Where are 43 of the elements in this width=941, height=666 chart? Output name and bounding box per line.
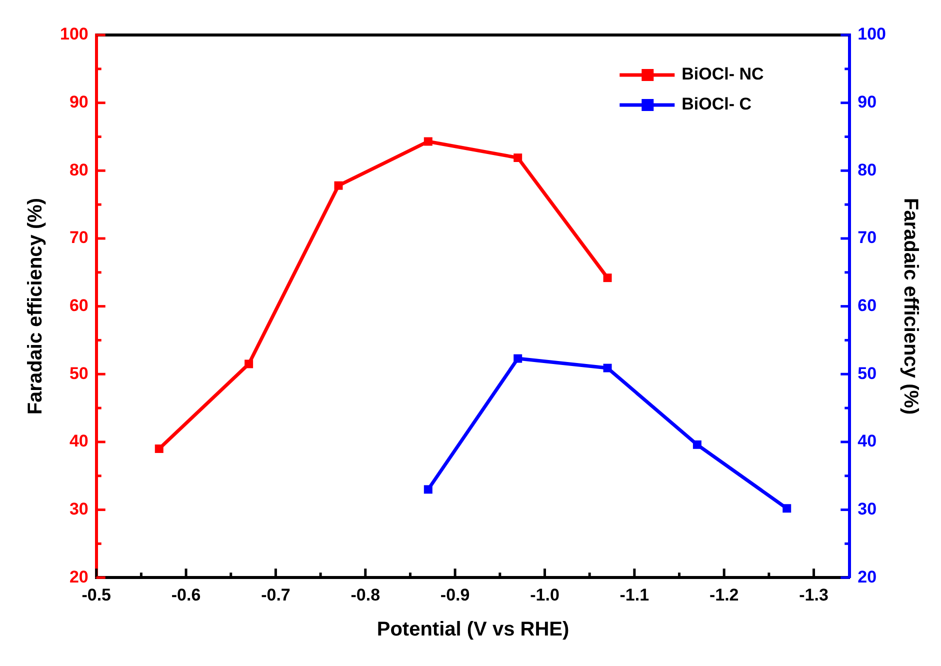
point xyxy=(424,485,432,494)
x-tick-label: -1.1 xyxy=(620,585,650,604)
legend-label: BiOCl- NC xyxy=(682,64,764,84)
point xyxy=(782,504,792,513)
point xyxy=(334,181,343,190)
y-tick-label: 60 xyxy=(69,296,88,315)
y-tick-label: 90 xyxy=(69,92,88,112)
y-tick-label: 30 xyxy=(69,499,88,518)
y-tick-label: 40 xyxy=(69,432,88,451)
point xyxy=(603,364,612,372)
y2-tick-label: 30 xyxy=(858,499,877,518)
x-tick-label: -0.7 xyxy=(261,585,290,604)
y2-tick-label: 40 xyxy=(858,432,877,451)
point xyxy=(244,360,254,368)
point xyxy=(514,154,522,162)
y2-tick-label: 70 xyxy=(858,228,877,248)
x-axis-title: Potential (V vs RHE) xyxy=(376,618,570,641)
y2-axis-title: Faradaic efficiency (%) xyxy=(899,198,922,415)
point xyxy=(424,137,432,146)
x-tick-label: -0.8 xyxy=(350,585,380,604)
y-axis-title: Faradaic efficiency (%) xyxy=(24,198,47,415)
x-tick-label: -0.5 xyxy=(82,585,112,604)
x-tick-label: -0.6 xyxy=(171,585,201,604)
y2-tick-label: 90 xyxy=(858,92,877,112)
y-tick-label: 50 xyxy=(69,364,88,383)
y2-tick-label: 20 xyxy=(858,567,877,586)
x-tick-label: -1.0 xyxy=(530,585,560,604)
legend-label: BiOCl- C xyxy=(682,94,752,114)
point xyxy=(154,444,164,453)
y2-tick-label: 80 xyxy=(858,160,877,180)
point xyxy=(603,274,612,282)
y-tick-label: 100 xyxy=(60,24,88,44)
point xyxy=(514,354,522,363)
x-tick-label: -0.9 xyxy=(440,585,470,604)
x-tick-label: -1.2 xyxy=(709,585,739,604)
y2-tick-label: 60 xyxy=(858,296,877,315)
x-tick-label: -1.3 xyxy=(799,585,828,604)
y-tick-label: 20 xyxy=(69,567,88,586)
y2-tick-label: 50 xyxy=(858,364,877,383)
y-tick-label: 80 xyxy=(69,160,88,180)
point xyxy=(692,440,702,449)
y-tick-label: 70 xyxy=(69,228,88,248)
y2-tick-label: 100 xyxy=(858,24,886,44)
